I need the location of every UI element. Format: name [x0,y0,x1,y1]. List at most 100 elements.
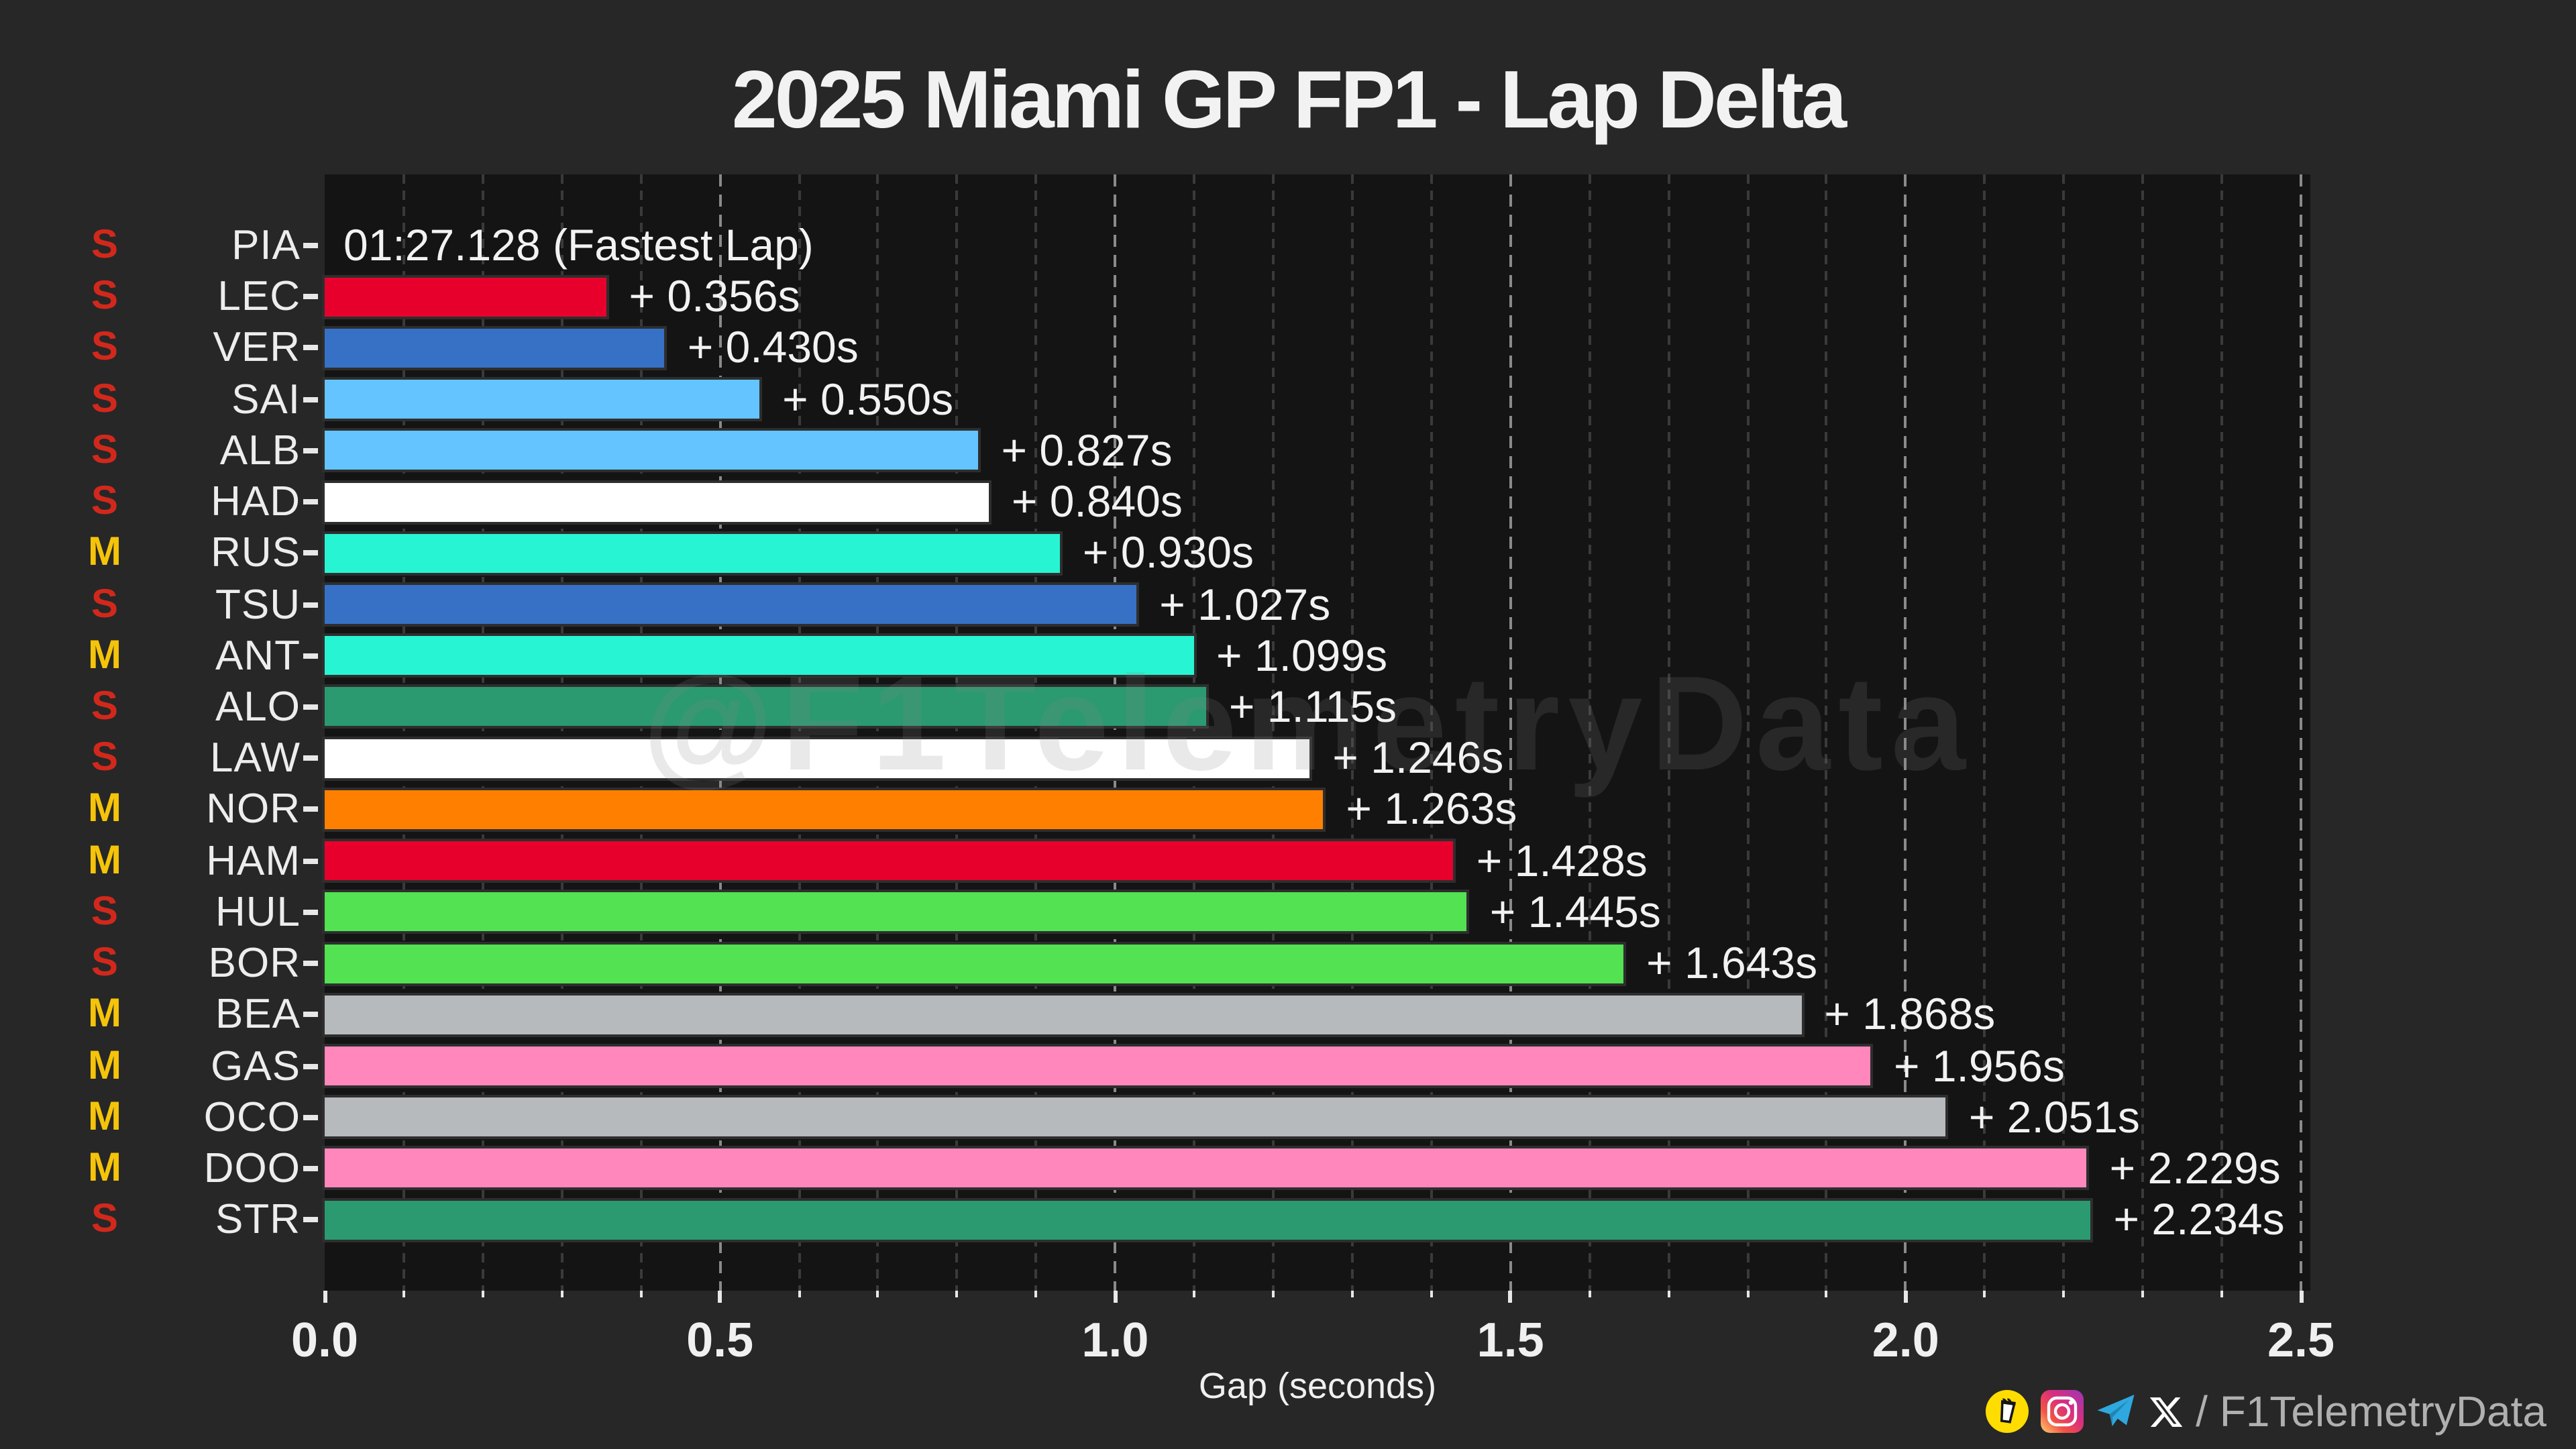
tyre-compound-badge: M [88,838,121,883]
tyre-compound-badge: S [91,684,118,729]
y-tick [303,909,318,915]
y-tick [303,704,318,710]
x-minor-tick [1034,1291,1038,1297]
minor-gridline [955,174,959,1291]
major-gridline [1904,174,1907,1291]
tyre-compound-badge: S [91,1197,118,1242]
major-gridline [2300,174,2302,1291]
minor-gridline [876,174,879,1291]
fastest-lap-label: 01:27.128 (Fastest Lap) [343,220,814,270]
delta-bar [325,1148,2087,1188]
y-tick [303,396,318,402]
delta-value: + 1.445s [1489,886,1661,936]
delta-bar [325,482,989,522]
driver-code: VER [213,323,301,371]
tyre-compound-badge: S [91,325,118,370]
driver-code: DOO [203,1144,301,1191]
tyre-compound-badge: M [88,991,121,1036]
driver-code: LEC [217,272,301,320]
driver-code: PIA [231,221,301,268]
driver-code: TSU [215,580,301,628]
page-title: 2025 Miami GP FP1 - Lap Delta [731,54,1847,145]
driver-code: SAI [231,375,301,423]
delta-value: + 1.643s [1646,938,1818,988]
delta-value: + 0.430s [687,322,859,372]
y-tick [303,243,318,248]
delta-value: + 0.930s [1082,527,1254,578]
delta-bar [325,892,1467,932]
buymeacoffee-icon [1985,1390,2029,1433]
minor-gridline [1667,174,1670,1291]
minor-gridline [1350,174,1354,1291]
y-tick [303,858,318,864]
minor-gridline [1746,174,1750,1291]
tyre-compound-badge: S [91,735,118,780]
delta-bar [325,585,1137,625]
delta-bar [325,636,1194,676]
delta-bar [325,1046,1871,1086]
driver-code: ALO [215,682,301,730]
x-major-tick [1113,1291,1118,1303]
driver-code: HUL [215,888,301,935]
x-minor-tick [1588,1291,1591,1297]
minor-gridline [2062,174,2065,1291]
driver-code: HAM [206,837,301,884]
x-major-tick [718,1291,722,1303]
delta-value: + 2.234s [2113,1194,2285,1244]
y-tick [303,345,318,351]
delta-bar [325,944,1624,983]
delta-bar [325,841,1454,881]
delta-bar [325,790,1324,829]
delta-bar [325,995,1802,1034]
x-major-tick [1508,1291,1513,1303]
tyre-compound-badge: M [88,786,121,831]
delta-bar [325,431,979,470]
delta-value: + 1.099s [1216,630,1388,680]
x-tick-label: 1.5 [1477,1312,1544,1367]
driver-code: NOR [206,785,301,833]
y-tick [303,602,318,608]
y-tick [303,806,318,812]
y-tick [303,1217,318,1223]
x-icon [2149,1397,2182,1426]
tyre-compound-badge: S [91,941,118,985]
y-tick [303,1063,318,1069]
watermark: @F1TelemetryData [643,649,1974,799]
tyre-compound-badge: S [91,274,118,319]
minor-gridline [1825,174,1828,1291]
tyre-compound-badge: S [91,889,118,934]
y-tick [303,550,318,556]
x-minor-tick [1983,1291,1986,1297]
driver-code: BEA [215,990,301,1038]
delta-bar [325,533,1060,573]
delta-value: + 1.246s [1332,733,1504,783]
delta-value: + 2.051s [1968,1091,2140,1142]
y-tick [303,1165,318,1171]
tyre-compound-badge: S [91,582,118,627]
y-tick [303,1114,318,1120]
delta-value: + 1.868s [1824,989,1996,1039]
y-tick [303,755,318,761]
minor-gridline [402,174,405,1291]
y-tick [303,447,318,453]
minor-gridline [1272,174,1275,1291]
x-tick-label: 0.0 [290,1312,359,1367]
driver-code: LAW [209,734,301,782]
driver-code: HAD [211,478,301,525]
minor-gridline [1430,174,1433,1291]
x-minor-tick [639,1291,643,1297]
x-minor-tick [798,1291,801,1297]
driver-code: GAS [211,1042,301,1089]
minor-gridline [560,174,564,1291]
y-tick [303,653,318,659]
major-gridline [1114,174,1117,1291]
x-minor-tick [1430,1291,1433,1297]
delta-bar [325,277,606,317]
footer: / F1TelemetryData [1985,1383,2546,1440]
driver-code: ANT [215,631,301,679]
x-minor-tick [2062,1291,2065,1297]
delta-value: + 1.956s [1893,1040,2065,1091]
y-tick [303,1012,318,1018]
driver-code: STR [215,1195,301,1243]
